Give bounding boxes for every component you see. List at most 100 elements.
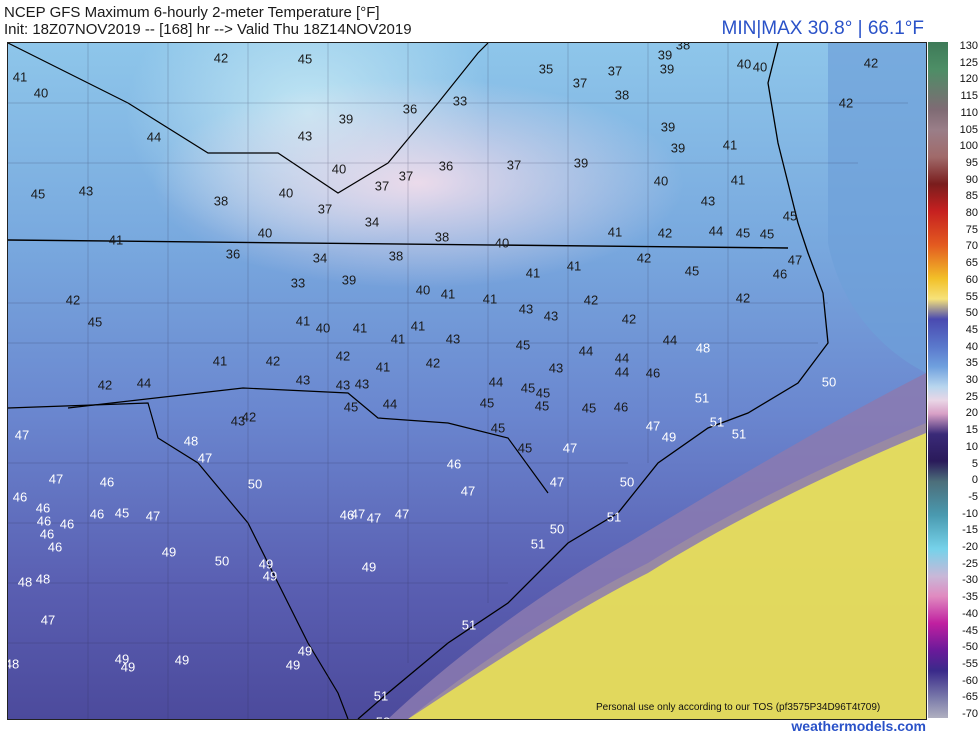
temp-label: 42 [636, 250, 652, 266]
scale-tick-label: 95 [965, 156, 978, 169]
temp-label: 39 [573, 155, 589, 171]
ocean-warm-edge [388, 373, 926, 719]
temp-label: 50 [821, 374, 837, 390]
temp-label: 49 [120, 659, 136, 675]
map-overlay [8, 43, 926, 719]
temp-label: 45 [581, 400, 597, 416]
scale-tick-label: 85 [965, 190, 978, 203]
va-nc-border [8, 239, 789, 249]
scale-tick-label: 0 [971, 474, 978, 487]
temp-label: 40 [415, 282, 431, 298]
temp-label: 41 [295, 313, 311, 329]
temp-label: 41 [352, 320, 368, 336]
temp-label: 40 [33, 85, 49, 101]
temp-label: 36 [402, 101, 418, 117]
temp-label: 41 [12, 69, 28, 85]
scale-tick-label: -40 [962, 607, 978, 620]
temp-label: 45 [535, 385, 551, 401]
temp-label: 46 [772, 266, 788, 282]
temp-label: 41 [440, 286, 456, 302]
temp-label: 50 [619, 474, 635, 490]
scale-tick-label: 25 [965, 390, 978, 403]
scale-tick-label: -10 [962, 507, 978, 520]
temp-label: 45 [297, 51, 313, 67]
temp-label: 38 [213, 193, 229, 209]
temp-label: 49 [262, 568, 278, 584]
temp-label: 50 [214, 553, 230, 569]
temp-label: 41 [525, 265, 541, 281]
temp-label: 39 [341, 272, 357, 288]
temp-label: 51 [709, 414, 725, 430]
temp-label: 49 [161, 544, 177, 560]
temp-label: 49 [661, 429, 677, 445]
temp-label: 45 [684, 263, 700, 279]
temp-label: 42 [838, 95, 854, 111]
brand-link[interactable]: weathermodels.com [791, 718, 926, 734]
temp-label: 37 [572, 75, 588, 91]
temp-label: 46 [59, 516, 75, 532]
temp-label: 39 [659, 61, 675, 77]
temp-label: 47 [145, 508, 161, 524]
temp-label: 43 [78, 183, 94, 199]
temp-label: 51 [228, 719, 242, 720]
temp-label: 49 [258, 556, 274, 572]
scale-tick-label: 110 [960, 106, 978, 119]
temp-label: 43 [335, 377, 351, 393]
scale-tick-label: 35 [965, 357, 978, 370]
temp-label: 42 [425, 355, 441, 371]
temp-label: 41 [375, 359, 391, 375]
temp-label: 42 [735, 290, 751, 306]
temp-label: 42 [97, 377, 113, 393]
temp-label: 41 [410, 318, 426, 334]
temp-label: 44 [578, 343, 594, 359]
nc-sc-border [67, 387, 549, 494]
temp-label: 47 [197, 450, 213, 466]
temp-label: 40 [331, 161, 347, 177]
min-max-readout: MIN|MAX 30.8° | 66.1°F [721, 18, 924, 39]
scale-tick-label: 40 [965, 340, 978, 353]
temp-label: 45 [782, 208, 798, 224]
temp-label: 41 [722, 137, 738, 153]
temp-label: 41 [482, 291, 498, 307]
temp-label: 47 [460, 483, 476, 499]
temp-label: 37 [317, 201, 333, 217]
temp-label: 42 [657, 225, 673, 241]
temp-label: 40 [752, 59, 768, 75]
color-scale-bar [928, 42, 948, 718]
temp-label: 48 [17, 574, 33, 590]
temp-label: 33 [452, 93, 468, 109]
temp-label: 38 [434, 229, 450, 245]
temp-label: 44 [708, 223, 724, 239]
scale-tick-label: -70 [962, 708, 978, 720]
temp-label: 51 [461, 617, 477, 633]
scale-tick-label: -65 [962, 691, 978, 704]
temp-label: 44 [662, 332, 678, 348]
temp-label: 42 [241, 409, 257, 425]
scale-tick-label: 75 [965, 223, 978, 236]
scale-tick-label: 10 [965, 440, 978, 453]
temp-label: 37 [374, 178, 390, 194]
temp-label: 47 [562, 440, 578, 456]
temp-label: 53 [376, 715, 390, 720]
temp-label: 44 [488, 374, 504, 390]
temp-label: 36 [438, 158, 454, 174]
temp-label: 43 [700, 193, 716, 209]
temp-label: 46 [645, 365, 661, 381]
temp-label: 38 [675, 42, 691, 53]
scale-tick-label: 105 [959, 123, 978, 136]
temp-label: 43 [548, 360, 564, 376]
temp-label: 47 [787, 252, 803, 268]
temp-label: 41 [390, 331, 406, 347]
temp-label: 42 [213, 50, 229, 66]
coastline [357, 43, 829, 719]
temp-label: 45 [343, 399, 359, 415]
scale-tick-label: -35 [962, 591, 978, 604]
temp-label: 44 [614, 364, 630, 380]
county-lines [8, 43, 908, 719]
temp-label: 34 [312, 250, 328, 266]
temp-label: 51 [530, 536, 546, 552]
temp-label: 45 [490, 420, 506, 436]
scale-tick-label: 60 [965, 273, 978, 286]
temp-label: 49 [114, 651, 130, 667]
scale-tick-label: 80 [965, 207, 978, 219]
